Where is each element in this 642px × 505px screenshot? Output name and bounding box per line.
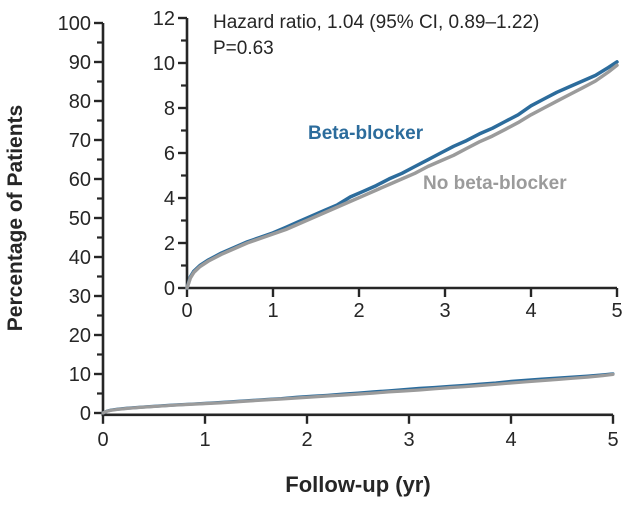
- main-y-tick-label: 90: [69, 52, 91, 74]
- inset-x-tick-label: 1: [267, 300, 278, 322]
- inset-y-tick-label: 12: [153, 8, 175, 30]
- series-label-no-beta-blocker: No beta-blocker: [423, 173, 567, 194]
- main-x-tick-label: 0: [97, 429, 108, 451]
- inset-y-tick-label: 8: [164, 98, 175, 120]
- main-y-tick-label: 0: [80, 403, 91, 425]
- annotation-p-value: P=0.63: [213, 38, 274, 59]
- main-x-tick-label: 4: [505, 429, 516, 451]
- main-y-tick-label: 40: [69, 247, 91, 269]
- main-y-tick-label: 50: [69, 208, 91, 230]
- inset-x-tick-label: 4: [525, 300, 536, 322]
- y-axis-title: Percentage of Patients: [4, 105, 27, 331]
- inset-x-tick-label: 3: [439, 300, 450, 322]
- main-x-tick-label: 3: [403, 429, 414, 451]
- main-y-tick-label: 70: [69, 130, 91, 152]
- main-y-tick-label: 30: [69, 286, 91, 308]
- main-y-tick-label: 80: [69, 91, 91, 113]
- curve-no-beta-blocker: [185, 63, 619, 290]
- inset-y-tick-label: 0: [164, 278, 175, 300]
- inset-x-tick-label: 0: [181, 300, 192, 322]
- series-label-beta-blocker: Beta-blocker: [308, 123, 424, 144]
- main-x-tick-label: 5: [607, 429, 618, 451]
- main-curves: [101, 372, 615, 415]
- annotation-hazard-ratio: Hazard ratio, 1.04 (95% CI, 0.89–1.22): [213, 12, 539, 33]
- main-y-tick-label: 60: [69, 169, 91, 191]
- curve-no-beta-blocker: [101, 372, 615, 415]
- inset-x-tick-label: 5: [611, 300, 622, 322]
- inset-y-tick-label: 6: [164, 143, 175, 165]
- main-x-tick-label: 2: [301, 429, 312, 451]
- main-y-tick-label: 10: [69, 364, 91, 386]
- inset-y-tick-label: 10: [153, 53, 175, 75]
- inset-y-tick-label: 2: [164, 233, 175, 255]
- x-axis-title: Follow-up (yr): [285, 472, 430, 497]
- main-y-tick-label: 100: [58, 13, 91, 35]
- main-y-tick-label: 20: [69, 325, 91, 347]
- inset-curves: [185, 60, 619, 290]
- inset-x-tick-label: 2: [353, 300, 364, 322]
- inset-y-tick-label: 4: [164, 188, 175, 210]
- main-x-tick-label: 1: [199, 429, 210, 451]
